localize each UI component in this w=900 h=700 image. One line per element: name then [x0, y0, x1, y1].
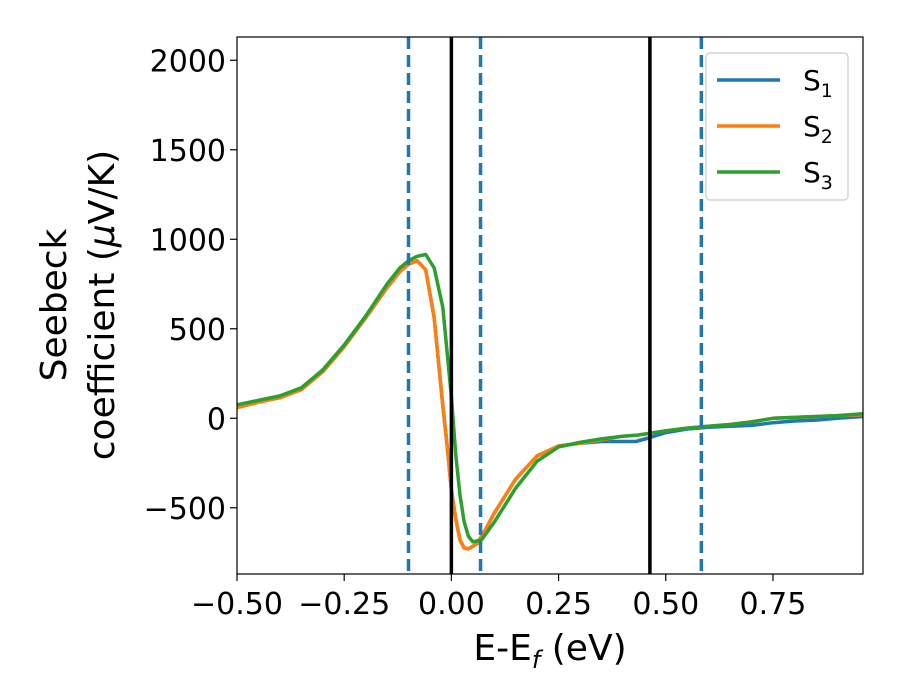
y-tick-label: 500: [169, 313, 226, 348]
series-layer: [237, 252, 863, 551]
y-tick-label: 1500: [150, 134, 226, 169]
y-tick-label: −500: [144, 492, 226, 527]
y-axis-ticks: −500 0 500 1000 1500 2000: [144, 44, 237, 527]
reference-lines: [406, 37, 704, 574]
x-tick-label: −0.25: [298, 587, 390, 622]
legend-label-s1: S1: [803, 64, 833, 102]
y-tick-label: 2000: [150, 44, 226, 79]
y-tick-label: 0: [207, 402, 226, 437]
x-tick-label: −0.50: [191, 587, 283, 622]
x-axis-ticks: −0.50 −0.25 0.00 0.25 0.50 0.75: [191, 574, 806, 622]
legend-label-s2: S2: [803, 110, 833, 148]
y-axis-label-line1: Seebeck: [34, 228, 75, 381]
series-line-s1: [237, 259, 863, 551]
y-axis-label: Seebeck coefficient (μV/K): [34, 150, 123, 460]
x-tick-label: 0.00: [418, 587, 485, 622]
y-axis-label-line2: coefficient (μV/K): [82, 150, 123, 460]
x-tick-label: 0.75: [740, 587, 807, 622]
x-tick-label: 0.50: [632, 587, 699, 622]
plot-area: [237, 37, 863, 574]
series-line-s3: [237, 252, 863, 544]
y-tick-label: 1000: [150, 223, 226, 258]
x-axis-label: E-Ef (eV): [473, 628, 626, 674]
plot-frame: [236, 36, 864, 575]
legend: S1 S2 S3: [705, 52, 849, 201]
series-line-s2: [237, 259, 863, 551]
x-tick-label: 0.25: [525, 587, 592, 622]
legend-label-s3: S3: [803, 156, 833, 194]
